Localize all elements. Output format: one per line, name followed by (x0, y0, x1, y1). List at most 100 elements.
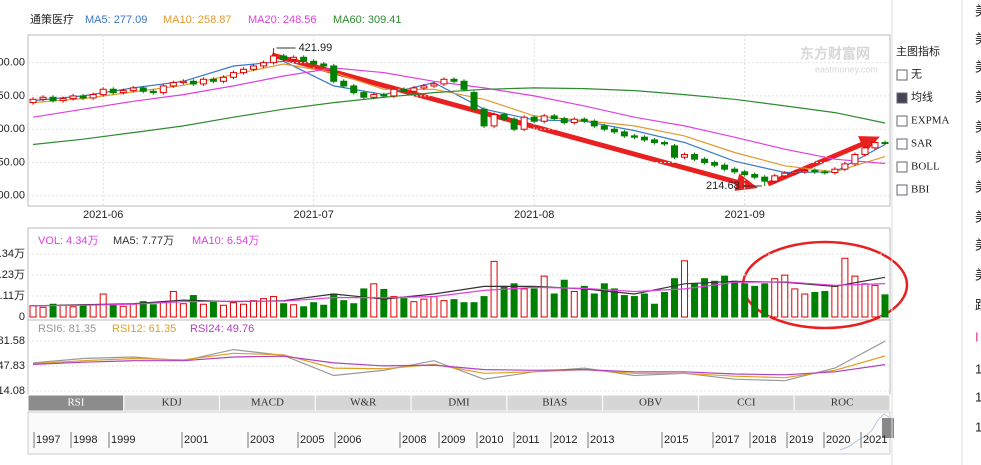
timeline-year: 2001 (184, 434, 208, 446)
volume-bar (771, 278, 779, 318)
series-line (32, 281, 886, 307)
volume-bar (711, 280, 719, 318)
candle-body (400, 88, 408, 92)
indicator-checkbox[interactable] (896, 69, 908, 81)
volume-bar (510, 283, 518, 318)
volume-bar (370, 283, 378, 318)
annotation: 214.68 (706, 180, 740, 192)
candle-body (580, 118, 588, 122)
indicator-tab[interactable] (793, 394, 891, 412)
legend-title: VOL: 4.34万 (38, 235, 99, 247)
volume-bar (169, 290, 177, 318)
indicator-tab-label[interactable]: KDJ (162, 397, 183, 409)
candle-body (791, 171, 799, 174)
candle-body (811, 170, 819, 173)
candle-body (751, 174, 759, 178)
side-fragment: I (975, 329, 979, 344)
indicator-tab-label[interactable]: ROC (831, 397, 854, 409)
indicator-tab-label[interactable]: DMI (448, 397, 470, 409)
y-tick-label: 14.08 (0, 385, 25, 397)
candle-body (701, 158, 709, 164)
timeline-mini-chart (839, 413, 891, 451)
candle-body (89, 94, 97, 99)
side-fragment: 1 (975, 361, 981, 376)
y-tick-label: 400.00 (0, 57, 25, 69)
candle-body (490, 114, 498, 127)
indicator-option[interactable]: EXPMA (911, 115, 950, 127)
timeline-year: 2012 (553, 434, 577, 446)
y-tick-label: 0 (19, 311, 25, 323)
candle-body (209, 78, 217, 82)
volume-bar (540, 275, 548, 318)
indicator-checkbox[interactable] (896, 115, 908, 127)
candle-body (280, 55, 288, 60)
volume-bar (620, 295, 628, 318)
volume-bar (119, 305, 127, 318)
volume-bar (470, 302, 478, 318)
volume-bar (550, 293, 558, 318)
volume-bar (149, 304, 157, 318)
side-fragment: 1 (975, 389, 981, 404)
volume-bar (811, 291, 819, 318)
indicator-tab-label[interactable]: RSI (67, 397, 84, 409)
volume-bar (440, 300, 448, 318)
indicator-tab-label[interactable]: BIAS (542, 397, 567, 409)
candle-body (861, 147, 869, 156)
candle-body (169, 82, 177, 87)
candle-body (550, 115, 558, 120)
indicator-tab-label[interactable]: MACD (251, 397, 284, 409)
side-fragment: 美 (975, 59, 981, 74)
volume-bar (420, 298, 428, 318)
candle-body (681, 154, 689, 158)
candle-body (340, 80, 348, 87)
side-fragment: 美 (975, 267, 981, 282)
candle-body (159, 85, 167, 94)
candle-body (741, 171, 749, 176)
volume-bar (671, 278, 678, 318)
volume-bar (460, 302, 468, 318)
indicator-option[interactable]: 均线 (911, 90, 933, 104)
indicator-checkbox[interactable] (896, 92, 908, 104)
volume-bar (650, 303, 658, 318)
side-fragment: 美 (975, 31, 981, 46)
indicator-tab-label[interactable]: CCI (737, 397, 756, 409)
candle-body (510, 118, 518, 130)
side-fragment: 美 (975, 119, 981, 134)
timeline-year: 2020 (826, 434, 850, 446)
candle-body (620, 131, 628, 137)
volume-bar (691, 283, 699, 318)
volume-bar (290, 304, 298, 318)
timeline-year: 2018 (752, 434, 776, 446)
timeline-year: 2003 (250, 434, 274, 446)
watermark-site: eastmoney.com (815, 64, 878, 74)
volume-bar (209, 301, 217, 318)
volume-bar (751, 285, 759, 318)
volume-bar (731, 280, 739, 318)
arrow-up (767, 140, 866, 187)
indicator-checkbox[interactable] (896, 138, 908, 150)
indicator-checkbox[interactable] (896, 184, 908, 196)
timeline-handle[interactable] (882, 418, 894, 438)
indicator-option[interactable]: SAR (911, 138, 933, 150)
candle-body (290, 56, 298, 60)
volume-bar (520, 288, 528, 318)
x-tick-label: 2021-06 (83, 209, 123, 221)
volume-bar (640, 293, 648, 318)
indicator-checkbox[interactable] (896, 161, 908, 173)
volume-bar (219, 304, 227, 318)
volume-bar (260, 298, 268, 318)
side-fragment: 美 (975, 3, 981, 18)
indicator-option[interactable]: 无 (911, 69, 922, 81)
indicator-option[interactable]: BOLL (911, 161, 940, 173)
legend-entry: MA60: 309.41 (333, 14, 402, 26)
indicator-tab-label[interactable]: OBV (639, 397, 662, 409)
legend-entry: RSI24: 49.76 (190, 323, 254, 335)
timeline-year: 2011 (516, 434, 540, 446)
volume-bar (69, 306, 77, 318)
side-fragment: 跟 (975, 297, 981, 312)
indicator-option[interactable]: BBI (911, 184, 930, 196)
volume-bar (630, 296, 638, 318)
indicator-tab-label[interactable]: W&R (350, 397, 377, 409)
candle-body (390, 88, 398, 97)
volume-bar (139, 301, 147, 318)
